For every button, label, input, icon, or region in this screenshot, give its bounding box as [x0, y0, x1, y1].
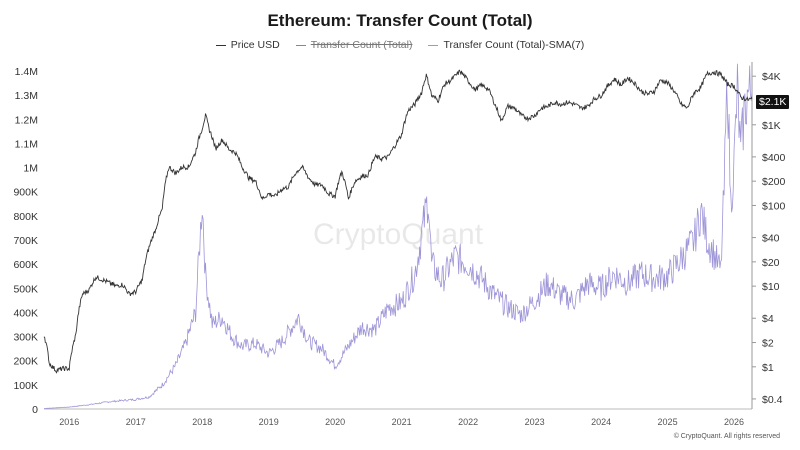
current-price-badge: $2.1K: [756, 95, 790, 109]
y-left-tick-label: 1.3M: [15, 90, 38, 102]
y-left-tick-label: 900K: [13, 187, 38, 199]
y-axis-right-ticks: $4K $1K $400 $200 $100 $40 $20 $10 $4 $2 $1 $0.4: [752, 71, 786, 406]
chart-title: Ethereum: Transfer Count (Total): [267, 11, 533, 30]
copyright-text: © CryptoQuant. All rights reserved: [673, 433, 780, 440]
y-left-tick-label: 500K: [13, 283, 38, 295]
y-right-tick-label: $400: [762, 152, 786, 164]
watermark: CryptoQuant: [313, 218, 484, 251]
y-right-tick-label: $2: [762, 338, 774, 350]
series-line-price-usd: [43, 69, 753, 374]
y-left-tick-label: 800K: [13, 211, 38, 223]
x-tick-label: 2021: [392, 417, 412, 427]
y-left-tick-label: 200K: [13, 356, 38, 368]
x-axis-ticks: 2016 2017 2018 2019 2020 2021 2022 2023 2024 2025…: [59, 417, 744, 427]
y-left-tick-label: 1.4M: [15, 66, 38, 78]
x-tick-label: 2025: [658, 417, 678, 427]
y-left-tick-label: 1M: [23, 163, 38, 175]
y-right-tick-label: $200: [762, 176, 786, 188]
y-right-tick-label: $100: [762, 200, 786, 212]
y-axis-left-ticks: 0 100K 200K 300K 400K 500K 600K 700K 800K 900K 1M 1…: [13, 66, 38, 416]
y-right-tick-label: $1: [762, 362, 774, 374]
legend: Price USD Transfer Count (Total) Transfe…: [0, 39, 800, 51]
y-left-tick-label: 1.1M: [15, 138, 38, 150]
y-left-tick-label: 600K: [13, 259, 38, 271]
legend-label-transfer-count: Transfer Count (Total): [310, 39, 413, 51]
y-right-tick-label: $1K: [762, 120, 781, 132]
y-left-tick-label: 400K: [13, 307, 38, 319]
x-tick-label: 2020: [325, 417, 345, 427]
y-right-tick-label: $20: [762, 257, 780, 269]
x-tick-label: 2026: [724, 417, 744, 427]
legend-item-transfer-count-sma[interactable]: Transfer Count (Total)-SMA(7): [428, 39, 584, 51]
legend-swatch-price: [215, 44, 226, 46]
y-right-tick-label: $4K: [762, 71, 781, 83]
y-left-tick-label: 700K: [13, 235, 38, 247]
x-tick-label: 2022: [458, 417, 478, 427]
x-tick-label: 2016: [59, 417, 79, 427]
x-tick-label: 2018: [192, 417, 212, 427]
y-left-tick-label: 100K: [13, 380, 38, 392]
series-group: [43, 63, 753, 409]
legend-item-transfer-count[interactable]: Transfer Count (Total): [295, 39, 413, 51]
y-right-tick-label: $10: [762, 281, 780, 293]
x-tick-label: 2023: [525, 417, 545, 427]
legend-swatch-transfer-count: [295, 44, 306, 46]
series-line-transfer-count-sma: [44, 63, 753, 409]
legend-item-price-usd[interactable]: Price USD: [215, 39, 280, 51]
legend-label-sma: Transfer Count (Total)-SMA(7): [443, 39, 585, 51]
y-right-tick-label: $0.4: [762, 394, 783, 406]
y-left-tick-label: 0: [32, 404, 38, 416]
y-right-tick-label: $40: [762, 233, 780, 245]
legend-label-price: Price USD: [230, 39, 280, 51]
y-right-tick-label: $4: [762, 313, 774, 325]
y-left-tick-label: 300K: [13, 332, 38, 344]
legend-swatch-sma: [428, 44, 439, 46]
x-tick-label: 2019: [259, 417, 279, 427]
x-tick-label: 2024: [591, 417, 611, 427]
x-tick-label: 2017: [126, 417, 146, 427]
y-left-tick-label: 1.2M: [15, 114, 38, 126]
